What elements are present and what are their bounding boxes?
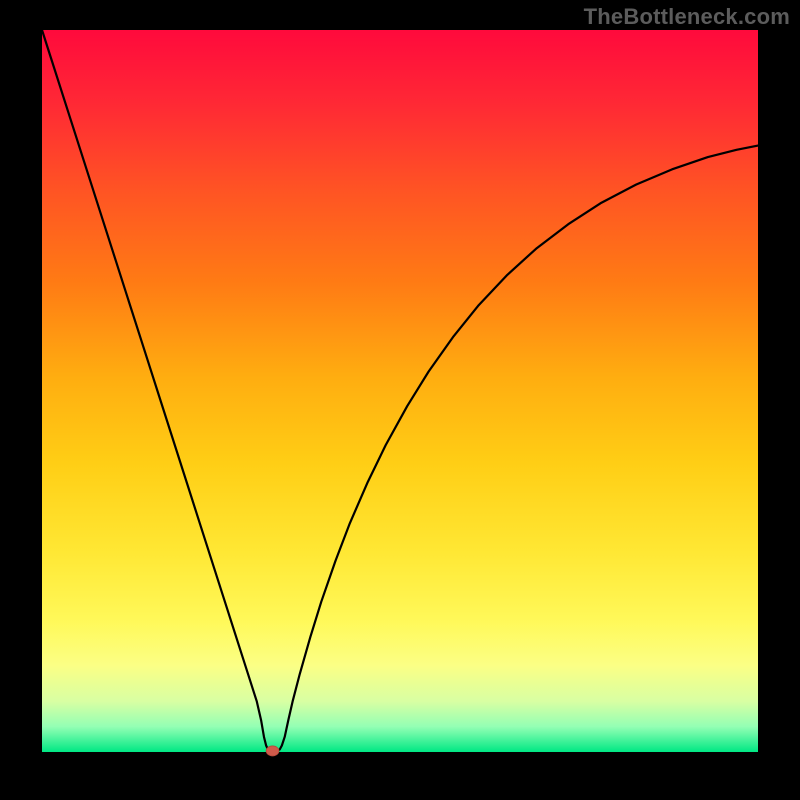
chart-container: TheBottleneck.com — [0, 0, 800, 800]
bottleneck-chart — [0, 0, 800, 800]
optimal-point-marker — [266, 746, 279, 756]
plot-background — [42, 30, 758, 752]
watermark-text: TheBottleneck.com — [584, 4, 790, 30]
